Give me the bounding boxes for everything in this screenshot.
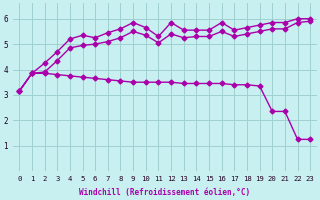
X-axis label: Windchill (Refroidissement éolien,°C): Windchill (Refroidissement éolien,°C) — [79, 188, 250, 197]
